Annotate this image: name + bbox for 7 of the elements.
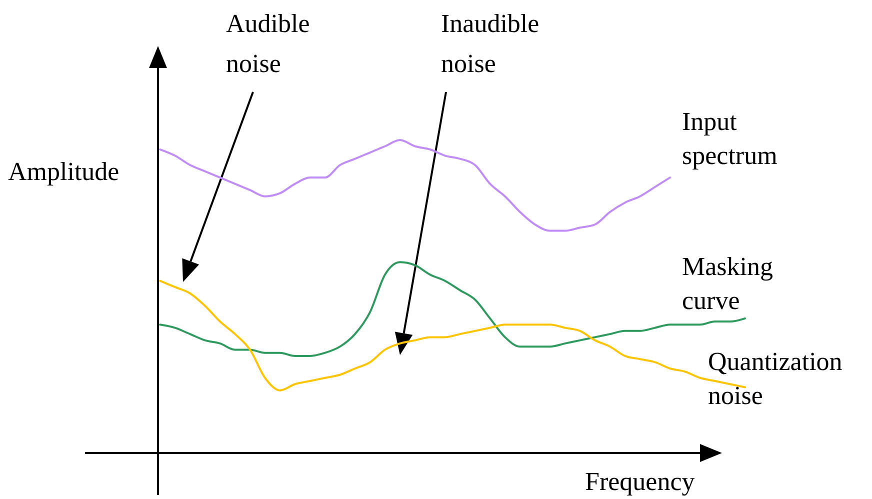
series-label: Masking curve [682, 252, 773, 315]
text: Inaudible noise [441, 9, 540, 78]
text: Audible noise [226, 9, 310, 78]
x-axis-title: Frequency [585, 467, 695, 496]
y-axis-title: Amplitude [8, 157, 120, 186]
series-label: Input spectrum [682, 107, 778, 170]
series-label: Quantization noise [708, 347, 842, 410]
